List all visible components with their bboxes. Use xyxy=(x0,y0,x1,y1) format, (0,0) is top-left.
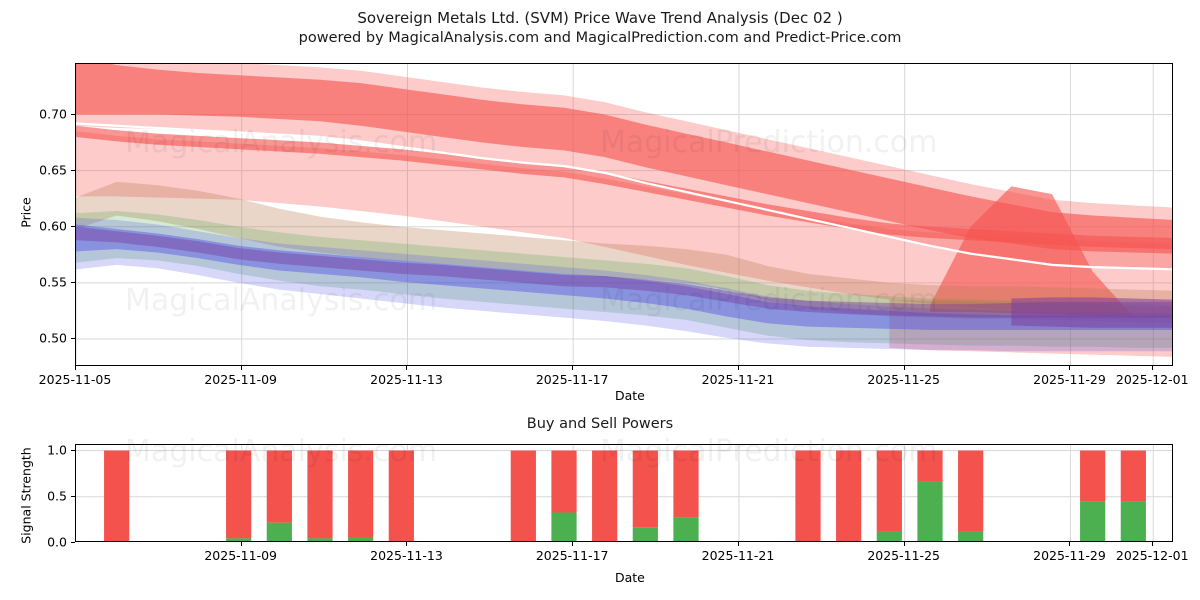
price-ytick-label: 0.65 xyxy=(39,162,67,178)
signal-xtick-label: 2025-11-17 xyxy=(535,548,609,563)
price-ytick-mark xyxy=(71,113,75,115)
price-plot-area[interactable] xyxy=(75,63,1173,366)
price-bands-svg xyxy=(76,64,1172,365)
signal-xtick-mark xyxy=(903,542,905,546)
signal-xtick-mark xyxy=(1152,542,1154,546)
signal-xtick-mark xyxy=(572,542,574,546)
signal-chart-panel: Buy and Sell Powers Signal Strength Date… xyxy=(0,400,1200,600)
signal-ytick-label: 0.0 xyxy=(47,534,67,550)
signal-xtick-mark xyxy=(406,542,408,546)
signal-xtick-label: 2025-11-13 xyxy=(370,548,443,563)
signal-ytick-mark xyxy=(71,449,75,451)
price-xtick-label: 2025-11-21 xyxy=(701,372,775,387)
signal-ytick-mark xyxy=(71,542,75,543)
signal-xtick-label: 2025-11-21 xyxy=(701,548,775,563)
price-ytick-mark xyxy=(71,169,75,171)
price-xtick-mark xyxy=(406,366,408,370)
price-ytick-label: 0.50 xyxy=(39,330,67,346)
price-ytick-mark xyxy=(71,225,75,227)
signal-xtick-label: 2025-11-25 xyxy=(867,548,940,563)
price-chart-panel: Price Date 0.50 0.55 0.60 0.65 0.70 2025-11-0… xyxy=(18,63,1189,403)
signal-chart-title: Buy and Sell Powers xyxy=(526,416,674,432)
signal-ytick-label: 1.0 xyxy=(47,442,67,458)
price-xtick-mark xyxy=(737,366,739,370)
price-ytick-mark xyxy=(71,337,75,339)
price-ytick-label: 0.70 xyxy=(39,106,67,121)
signal-xtick-label: 2025-11-29 xyxy=(1033,548,1106,563)
price-xtick-mark xyxy=(903,366,905,370)
price-xtick-mark xyxy=(572,366,574,370)
chart-title-block: Sovereign Metals Ltd. (SVM) Price Wave T… xyxy=(0,8,1200,48)
price-axis-label: Price xyxy=(18,197,34,228)
signal-xtick-mark xyxy=(1069,542,1071,546)
price-xtick-label: 2025-12-01 xyxy=(1115,372,1189,387)
price-xtick-label: 2025-11-29 xyxy=(1033,372,1106,387)
price-xtick-label: 2025-11-17 xyxy=(535,372,609,387)
price-ytick-mark xyxy=(71,281,75,283)
price-xtick-label: 2025-11-09 xyxy=(204,372,278,387)
signal-xaxis-label: Date xyxy=(615,570,645,585)
signal-xtick-mark xyxy=(737,542,739,546)
page-title: Sovereign Metals Ltd. (SVM) Price Wave T… xyxy=(357,9,843,27)
price-xtick-label: 2025-11-25 xyxy=(867,372,940,387)
signal-ytick-label: 0.5 xyxy=(47,488,67,504)
signal-ytick-mark xyxy=(71,495,75,497)
price-xaxis-label: Date xyxy=(615,388,645,403)
signal-bars-svg xyxy=(76,445,1172,541)
signal-xtick-mark xyxy=(240,542,242,546)
price-ytick-label: 0.55 xyxy=(39,274,67,290)
signal-plot-area[interactable] xyxy=(75,444,1173,542)
price-xtick-mark xyxy=(1069,366,1071,370)
price-xtick-mark xyxy=(75,366,76,370)
price-ytick-label: 0.60 xyxy=(39,218,67,234)
price-xtick-mark xyxy=(240,366,242,370)
price-xtick-mark xyxy=(1152,366,1154,370)
price-xtick-label: 2025-11-05 xyxy=(38,372,112,387)
signal-xtick-label: 2025-12-01 xyxy=(1115,548,1189,563)
page-subtitle: powered by MagicalAnalysis.com and Magic… xyxy=(298,30,902,46)
signal-xtick-label: 2025-11-09 xyxy=(204,548,278,563)
price-xtick-label: 2025-11-13 xyxy=(370,372,443,387)
